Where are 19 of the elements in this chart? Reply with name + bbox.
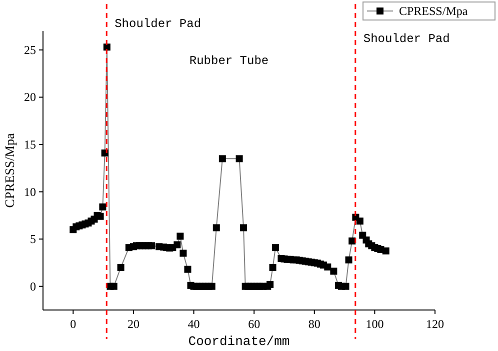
ref-line-label: Shoulder Pad [363,32,450,46]
y-axis-title: CPRESS/Mpa [2,133,17,208]
x-tick-label: 100 [366,317,384,331]
x-tick-label: 60 [248,317,260,331]
x-tick-label: 20 [127,317,140,331]
x-tick-label: 120 [426,317,444,331]
y-tick-label: 10 [24,184,36,199]
y-tick-label: 0 [30,279,36,294]
y-tick-label: 5 [30,232,36,246]
x-tick-label: 0 [70,317,76,331]
x-axis-title: Coordinate/mm [188,334,290,349]
y-tick-label: 20 [24,90,36,104]
y-tick-label: 15 [24,137,36,152]
annotation: Rubber Tube [189,54,269,68]
ref-line-label: Shoulder Pad [114,17,202,31]
x-tick-label: 80 [308,317,320,331]
x-tick-label: 40 [188,317,200,331]
y-tick-label: 25 [24,42,36,57]
legend-label: CPRESS/Mpa [399,4,468,18]
